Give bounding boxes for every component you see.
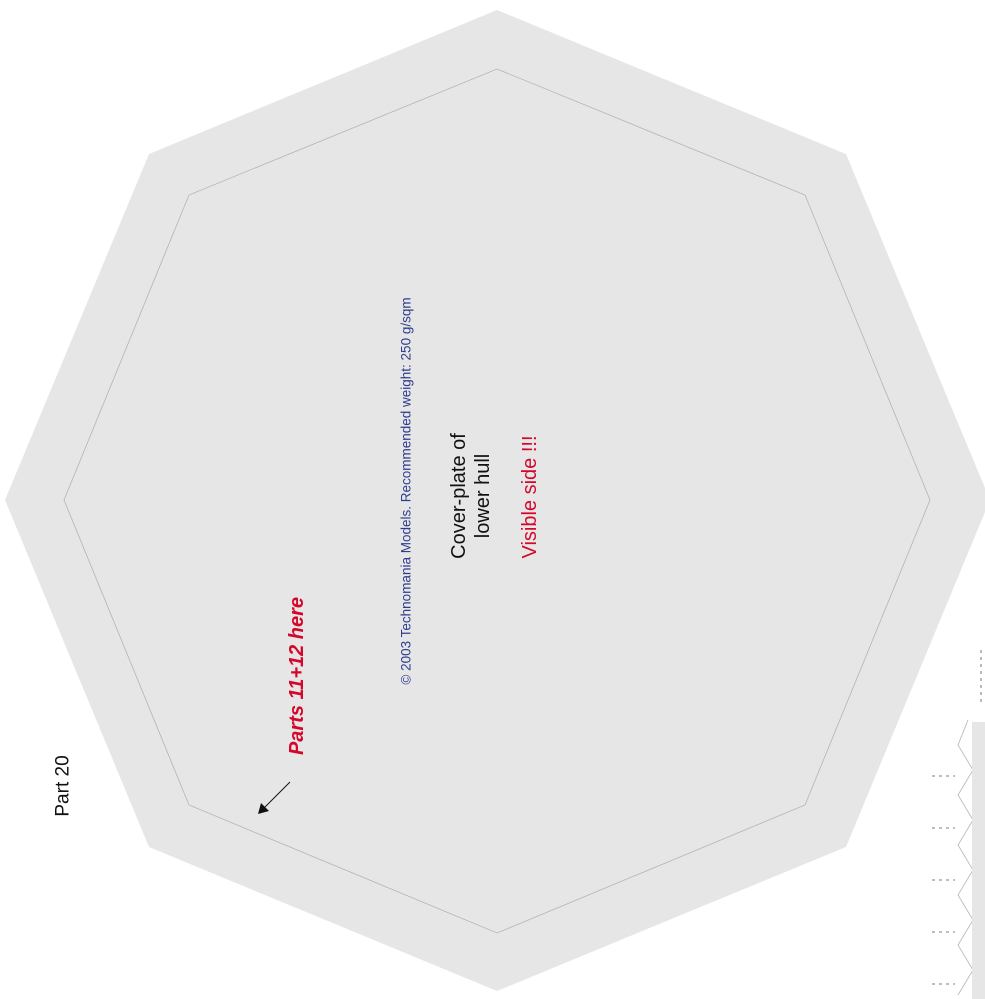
part-title-line2: lower hull (472, 454, 494, 538)
adjacent-part-glue-tabs (932, 650, 985, 999)
copyright-notice: © 2003 Technomania Models. Recommended w… (399, 297, 414, 684)
parts-11-12-note: Parts 11+12 here (286, 597, 308, 755)
visible-side-warning: Visible side !!! (519, 435, 541, 558)
part-title-line1: Cover-plate of (448, 433, 470, 559)
inner-fold-line (63, 68, 931, 934)
octagon-plate (5, 10, 985, 991)
part-number-label: Part 20 (53, 755, 74, 816)
pointer-arrow (258, 781, 291, 814)
